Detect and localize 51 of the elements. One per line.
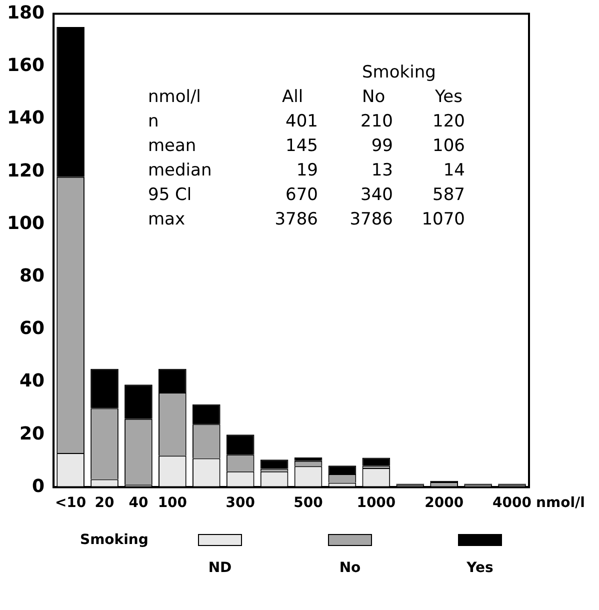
annotation: 13 <box>371 160 393 180</box>
annotation: 106 <box>432 136 465 156</box>
annotation: 95 Cl <box>148 185 192 205</box>
annotation: 19 <box>296 160 318 180</box>
bar <box>260 460 288 469</box>
annotation: 99 <box>371 136 393 156</box>
y-tick-label: 160 <box>6 55 45 76</box>
annotation: 14 <box>443 160 465 180</box>
x-tick-label: 100 <box>158 495 188 512</box>
annotation: 340 <box>360 185 393 205</box>
bar <box>362 458 390 466</box>
annotation: All <box>282 87 304 107</box>
x-tick-label: <10 <box>54 495 86 512</box>
y-tick-label: 0 <box>32 476 45 497</box>
annotation: Yes <box>434 87 463 107</box>
y-tick-label: 20 <box>20 423 45 444</box>
x-tick-label: 20 <box>94 495 115 512</box>
y-tick-label: 140 <box>6 108 45 129</box>
legend-label: Yes <box>466 560 494 576</box>
y-tick-label: 180 <box>6 2 45 24</box>
annotation: 1070 <box>422 210 465 230</box>
x-tick-label: 4000 <box>492 495 532 512</box>
annotation: 3786 <box>274 210 318 230</box>
x-tick-label: 500 <box>294 495 324 512</box>
y-tick-label: 60 <box>20 318 45 340</box>
annotation: n <box>148 112 159 132</box>
annotation: 670 <box>286 185 318 205</box>
annotation: 401 <box>286 112 318 132</box>
x-tick-label: 2000 <box>424 495 464 512</box>
x-axis-title: nmol/l <box>536 494 585 511</box>
annotation: 3786 <box>350 210 393 230</box>
annotation: median <box>148 160 212 180</box>
x-tick-label: 1000 <box>356 495 396 512</box>
annotation: mean <box>148 136 196 156</box>
x-tick-label: 300 <box>226 495 256 512</box>
annotation: max <box>148 210 186 230</box>
legend-label: ND <box>207 560 233 576</box>
y-tick-label: 100 <box>6 212 45 234</box>
annotation: 120 <box>432 112 465 132</box>
annotation: No <box>362 87 386 107</box>
annotation: 210 <box>360 112 393 132</box>
legend-title: Smoking <box>80 532 148 548</box>
x-tick-label: 40 <box>128 495 148 512</box>
annotation: 587 <box>432 185 465 205</box>
y-tick-label: 80 <box>20 265 45 286</box>
y-tick-label: 40 <box>20 370 45 392</box>
annotation: Smoking <box>362 62 436 82</box>
annotation: nmol/l <box>148 87 201 107</box>
annotation: 145 <box>286 136 318 156</box>
y-tick-label: 120 <box>6 160 45 182</box>
legend-label: No <box>338 560 362 576</box>
